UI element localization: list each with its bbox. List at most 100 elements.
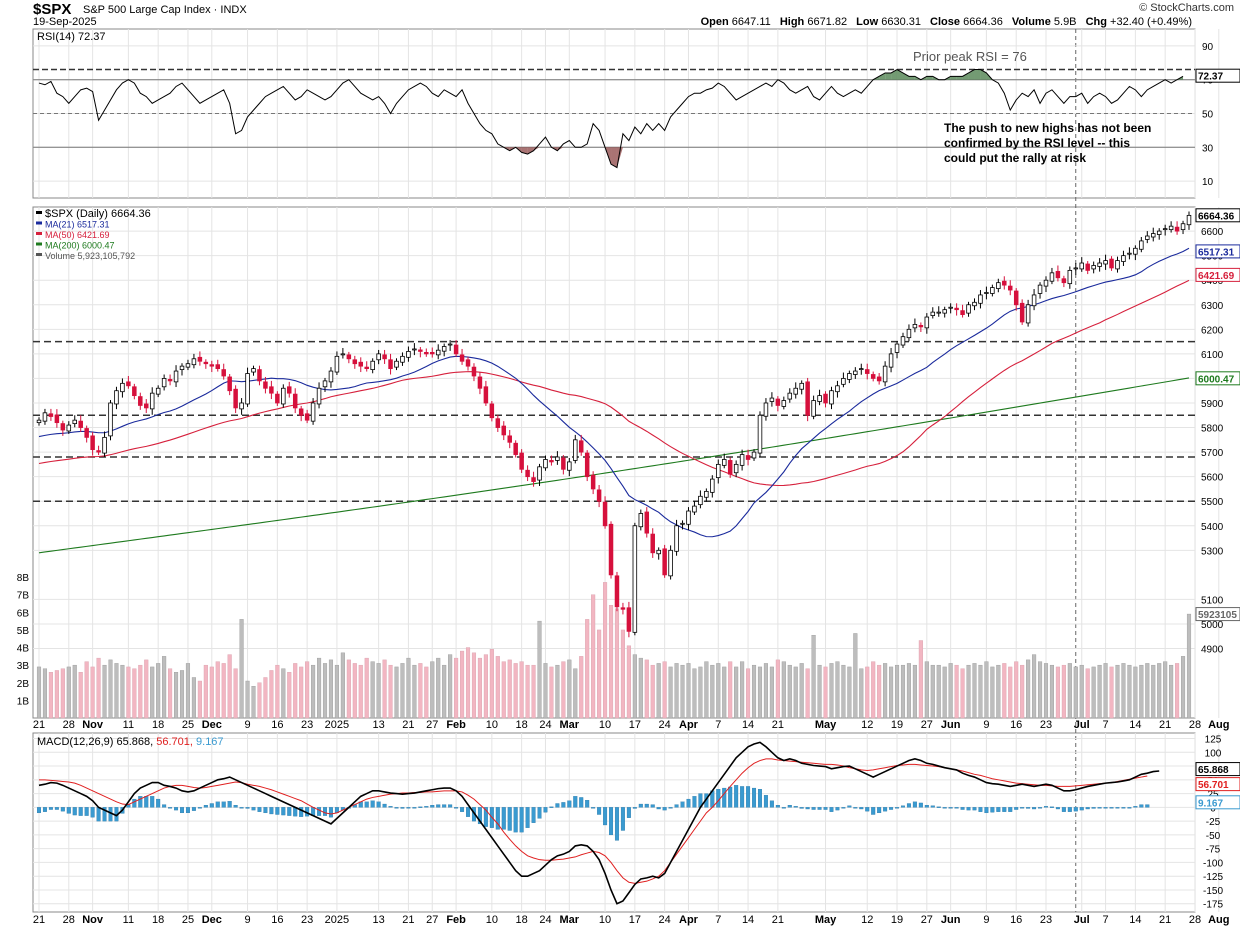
candle-body [573,439,578,461]
candle-body [567,461,572,471]
candle-body [662,548,667,576]
volume-bar [603,582,608,719]
ma50-value-tag-box [1195,267,1240,282]
candle-body [841,378,846,385]
rsi-value-tag-box [1195,68,1240,83]
macd-histogram-bar [233,805,238,808]
volume-bar [191,677,196,719]
macd-histogram-bar [168,807,173,809]
volume-bar [364,657,369,719]
candle-body [1091,265,1096,270]
volume-bar [567,659,572,719]
macd-y-tick: -75 [1206,845,1221,856]
rsi-oversold-fill [533,147,540,151]
x-tick-label: 27 [426,719,438,731]
volume-bar [829,663,834,719]
volume-bar [394,666,399,719]
volume-bar [1020,664,1025,719]
candle-body [489,403,495,419]
candle-body [644,511,650,534]
volume-bar [966,664,971,719]
macd-histogram-bar [722,787,727,808]
volume-bar [853,633,858,719]
volume-bar [978,664,983,719]
exchange-label: INDX [220,4,247,16]
candle-body [900,336,906,346]
volume-bar [638,657,643,719]
macd-histogram-bar [656,807,661,810]
price-y-tick: 5500 [1201,497,1224,508]
volume-bar [203,664,208,719]
macd-histogram-bar [323,807,328,816]
x-tick-label-bottom: 21 [772,914,784,926]
volume-bar [608,605,614,719]
candle-body [996,282,1001,289]
candle-body [990,287,995,294]
rsi-overbought-fill [885,72,892,80]
x-tick-label-bottom: Feb [446,914,466,926]
x-tick-label: 2025 [325,719,349,731]
volume-bar [114,663,119,719]
candle-body [209,364,215,367]
candle-body [412,348,417,351]
x-tick-label-bottom: 21 [402,914,414,926]
candle-body [864,369,870,374]
volume-bar [668,666,673,719]
macd-legend-part: 65.868, [116,736,156,748]
macd-histogram-bar [501,807,506,830]
x-tick-label: 16 [1010,719,1022,731]
macd-histogram-bar [412,807,417,809]
volume-bar [1026,659,1031,719]
rsi-overbought-fill [902,72,909,80]
macd-histogram-bar [662,807,667,811]
volume-bar [847,666,852,719]
macd-y-tick: -25 [1206,817,1221,828]
volume-bar [1127,664,1132,719]
macd-histogram-bar [150,796,155,808]
volume-bar [305,661,310,719]
macd-histogram-bar [805,807,810,810]
volume-bar [787,664,792,719]
volume-bar [591,594,596,719]
x-tick-label-bottom: 2025 [325,914,349,926]
close-value-tag-box [1195,208,1240,223]
candle-body [352,359,358,365]
macd-histogram-bar [1091,807,1096,809]
macd-histogram-bar [543,807,548,813]
candle-body [1151,233,1156,238]
volume-bar [257,682,262,719]
volume-bar [942,666,947,719]
rsi-overbought-fill [950,76,957,80]
candle-body [650,533,655,554]
price-panel-frame [32,206,1196,719]
volume-bar [281,668,286,719]
volume-bar [644,659,649,719]
macd-histogram-bar [162,804,167,808]
volume-bar [1103,663,1108,719]
x-tick-label: Dec [202,719,222,731]
volume-bar [865,666,870,719]
rsi-line [38,68,1184,169]
macd-histogram-bar [221,801,226,808]
candle-body [90,435,95,451]
macd-histogram-bar [406,807,411,809]
macd-histogram-bar [1145,804,1150,808]
candle-body [960,310,965,315]
macd-histogram-bar [376,801,381,808]
volume-bar [1115,664,1120,719]
rsi-value-tag: 72.37 [1198,72,1223,83]
open-value: 6647.11 [731,16,771,28]
candle-body [1186,214,1192,226]
candle-body [1037,284,1043,294]
macd-histogram-bar [591,807,596,809]
macd-histogram-bar [227,801,232,808]
close-value: 6664.36 [963,16,1003,28]
close-value-tag: 6664.36 [1198,211,1235,222]
volume-bar [66,666,71,719]
x-tick-label: May [815,719,837,731]
volume-bar [734,666,739,719]
volume-bar [197,680,202,719]
macd-histogram-bar [930,805,935,808]
macd-histogram-bar [1038,807,1043,809]
volume-bar [358,664,363,719]
